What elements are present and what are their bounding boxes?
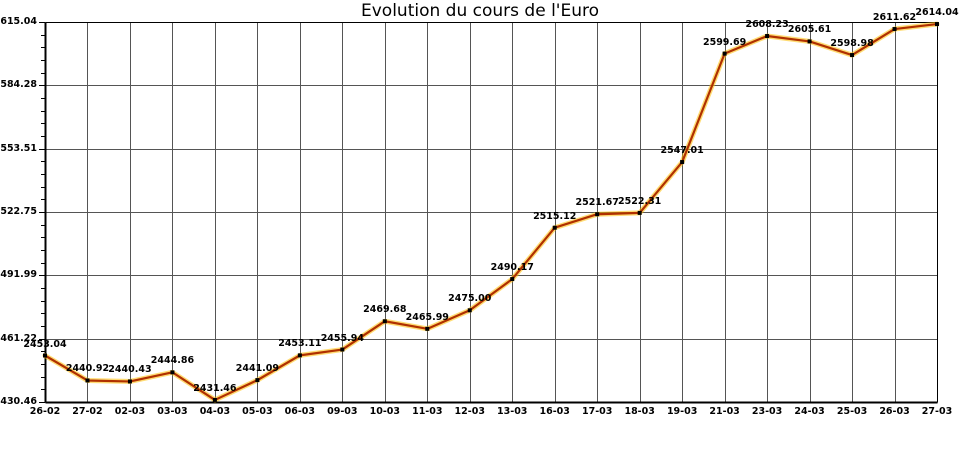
data-point-marker[interactable] [722, 51, 727, 56]
data-point-value-label: 2453.11 [278, 338, 322, 350]
data-point-value-label: 2515.12 [533, 210, 577, 222]
y-axis-tick-label: 2553.51 [0, 142, 37, 154]
x-axis-tick-label: 11-03 [412, 406, 443, 417]
data-point-value-label: 2441.09 [235, 363, 280, 375]
data-point-marker[interactable] [637, 210, 642, 215]
x-axis-tick-label: 26-02 [29, 406, 61, 417]
series-markers [43, 22, 939, 402]
x-axis-tick-label: 21-03 [709, 406, 740, 417]
data-point-marker[interactable] [127, 379, 132, 384]
data-point-marker[interactable] [595, 212, 600, 217]
x-axis-tick-label: 18-03 [624, 406, 655, 417]
data-point-marker[interactable] [935, 22, 939, 27]
data-point-value-label: 2599.69 [702, 36, 747, 48]
x-axis-tick-label: 02-03 [114, 406, 146, 417]
data-point-marker[interactable] [425, 326, 430, 331]
data-point-marker[interactable] [43, 353, 47, 358]
data-point-value-label: 2469.68 [363, 304, 407, 316]
y-axis-tick-label: 2584.28 [0, 79, 37, 91]
x-axis-tick-label: 05-03 [242, 406, 273, 417]
x-axis-tick-label: 26-03 [879, 406, 910, 417]
data-point-marker[interactable] [382, 319, 387, 324]
x-axis-tick-label: 13-03 [497, 406, 528, 417]
data-point-value-label: 2444.86 [150, 355, 195, 367]
data-point-value-label: 2605.61 [787, 24, 832, 36]
data-point-value-label: 2522.31 [618, 195, 662, 207]
data-point-marker[interactable] [680, 160, 685, 165]
data-point-marker[interactable] [340, 347, 345, 352]
x-axis-tick-label: 27-02 [72, 406, 103, 417]
grid-layer [45, 22, 938, 403]
data-point-value-label: 2521.67 [575, 197, 619, 209]
x-axis-tick-label: 19-03 [666, 406, 698, 417]
data-point-value-label: 2440.92 [65, 363, 110, 375]
data-point-marker[interactable] [510, 277, 515, 282]
data-point-marker[interactable] [892, 27, 897, 32]
data-point-marker[interactable] [467, 308, 472, 313]
x-axis-tick-label: 16-03 [539, 406, 570, 417]
data-point-value-label: 2455.94 [320, 332, 364, 344]
data-point-value-label: 2431.46 [193, 382, 237, 394]
axis-layer [39, 22, 938, 404]
data-point-value-label: 2608.23 [745, 19, 789, 31]
data-point-marker[interactable] [255, 378, 260, 383]
data-point-value-label: 2490.17 [490, 262, 534, 274]
data-point-marker[interactable] [850, 53, 855, 58]
y-axis-tick-label: 2522.75 [0, 206, 37, 217]
y-axis-tick-label: 2615.04 [0, 16, 37, 27]
x-axis-tick-label: 12-03 [454, 406, 485, 417]
data-point-value-label: 2614.04 [915, 7, 959, 19]
data-point-marker[interactable] [807, 39, 812, 44]
data-point-value-label: 2453.04 [23, 338, 67, 350]
data-point-value-label: 2440.43 [108, 364, 152, 376]
data-point-value-label: 2465.99 [405, 311, 449, 323]
x-axis-tick-label: 17-03 [581, 406, 613, 417]
data-point-value-label: 2547.01 [660, 145, 704, 157]
x-axis-tick-label: 27-03 [921, 406, 953, 417]
data-point-marker[interactable] [170, 370, 175, 375]
data-point-marker[interactable] [552, 225, 557, 230]
data-point-marker[interactable] [212, 397, 217, 402]
data-point-value-label: 2598.98 [830, 38, 874, 50]
data-point-marker[interactable] [297, 353, 302, 358]
data-point-marker[interactable] [765, 34, 770, 39]
series-line [43, 22, 939, 402]
y-axis-tick-label: 2491.99 [0, 269, 37, 281]
data-point-value-label: 2475.00 [448, 293, 492, 305]
x-axis-tick-label: 09-03 [327, 406, 358, 417]
data-point-value-label: 2611.62 [872, 12, 917, 24]
x-axis-tick-label: 25-03 [836, 406, 868, 417]
data-point-marker[interactable] [85, 378, 90, 383]
x-axis-tick-label: 23-03 [751, 406, 783, 417]
x-axis-tick-label: 06-03 [284, 406, 316, 417]
chart-title: Evolution du cours de l'Euro [361, 1, 599, 21]
x-axis-tick-label: 04-03 [199, 406, 231, 417]
x-axis-tick-label: 03-03 [157, 406, 188, 417]
y-axis-tick-label: 2461.22 [0, 332, 37, 344]
series-line-path [43, 22, 939, 402]
x-axis-tick-label: 10-03 [369, 406, 400, 417]
x-axis-tick-label: 24-03 [794, 406, 825, 417]
